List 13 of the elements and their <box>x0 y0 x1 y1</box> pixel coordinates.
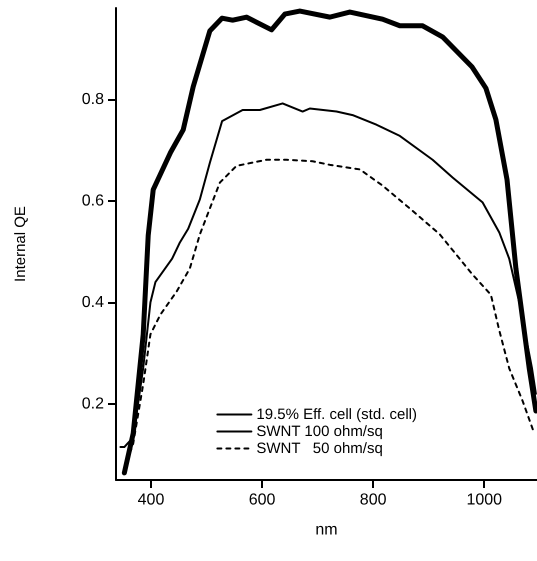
legend-label: SWNT 100 ohm/sq <box>256 423 383 440</box>
y-tick-label: 0.6 <box>82 192 104 210</box>
legend-label: 19.5% Eff. cell (std. cell) <box>256 406 418 423</box>
y-tick-label: 0.2 <box>82 395 104 412</box>
legend-label: SWNT 50 ohm/sq <box>256 440 383 457</box>
x-tick-label: 400 <box>138 492 164 508</box>
x-axis-title: nm <box>315 522 338 538</box>
y-axis-title: Internal QE <box>12 206 29 282</box>
x-tick-label: 800 <box>360 492 387 508</box>
x-tick-label: 600 <box>248 492 276 508</box>
y-tick-label: 0.4 <box>82 294 104 311</box>
x-tick-label: 1000 <box>466 492 502 508</box>
y-tick-label: 0.8 <box>82 90 104 108</box>
